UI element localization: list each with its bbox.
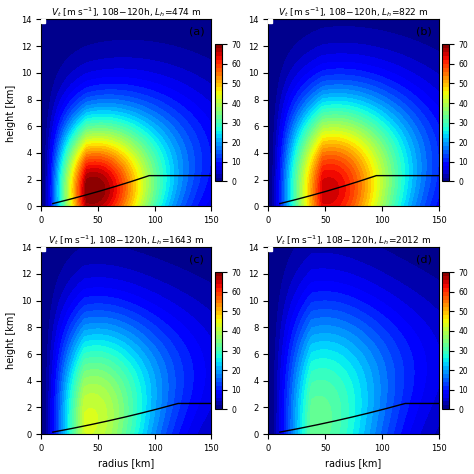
Text: (d): (d) — [416, 255, 432, 265]
Title: $V_t$ [m s$^{-1}$], 108$-$120h, $L_h$=474 m: $V_t$ [m s$^{-1}$], 108$-$120h, $L_h$=47… — [51, 6, 201, 19]
Title: $V_t$ [m s$^{-1}$], 108$-$120h, $L_h$=822 m: $V_t$ [m s$^{-1}$], 108$-$120h, $L_h$=82… — [278, 6, 429, 19]
Y-axis label: height [km]: height [km] — [6, 84, 16, 142]
Text: (a): (a) — [189, 27, 205, 37]
Text: (c): (c) — [189, 255, 204, 265]
Title: $V_t$ [m s$^{-1}$], 108$-$120h, $L_h$=1643 m: $V_t$ [m s$^{-1}$], 108$-$120h, $L_h$=16… — [48, 233, 204, 247]
Bar — [41, 247, 45, 251]
Bar — [41, 19, 45, 23]
Y-axis label: height [km]: height [km] — [6, 312, 16, 369]
Text: (b): (b) — [416, 27, 432, 37]
X-axis label: radius [km]: radius [km] — [98, 458, 155, 468]
Title: $V_t$ [m s$^{-1}$], 108$-$120h, $L_h$=2012 m: $V_t$ [m s$^{-1}$], 108$-$120h, $L_h$=20… — [275, 233, 432, 247]
Bar — [268, 19, 272, 23]
Bar — [268, 247, 272, 251]
X-axis label: radius [km]: radius [km] — [325, 458, 382, 468]
